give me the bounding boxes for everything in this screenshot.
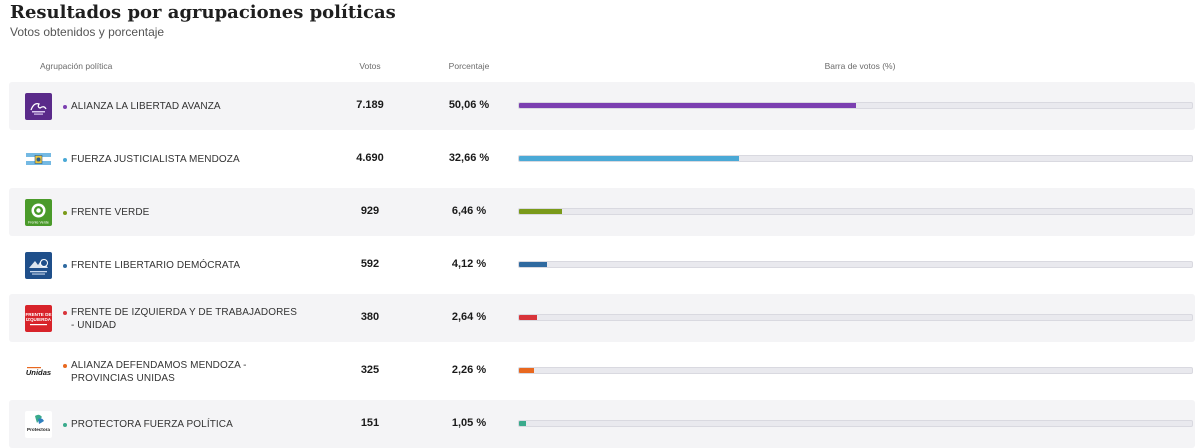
party-color-dot [63, 422, 67, 427]
column-header-percent: Porcentaje [448, 61, 490, 71]
party-name-line: FRENTE VERDE [71, 207, 150, 218]
votes-value: 592 [360, 258, 380, 270]
party-name: FRENTE VERDE [71, 206, 301, 219]
vote-bar-track [518, 367, 1193, 374]
party-color-dot [63, 263, 67, 268]
party-color-dot [63, 210, 67, 215]
chart-subtitle: Votos obtenidos y porcentaje [10, 25, 165, 39]
party-color-dot [63, 363, 67, 368]
libertad-avanza-logo-icon [25, 93, 52, 120]
percent-value: 1,05 % [451, 417, 487, 429]
protectora-logo-icon: Protectora [25, 411, 52, 438]
vote-bar [519, 209, 563, 214]
vote-bar [519, 103, 856, 108]
svg-text:Protectora: Protectora [27, 427, 50, 432]
vote-bar-track [518, 314, 1193, 321]
vote-bar [519, 315, 537, 320]
votes-value: 4.690 [356, 152, 384, 164]
column-header-party: Agrupación política [40, 61, 113, 71]
party-name-line: ALIANZA DEFENDAMOS MENDOZA - [71, 360, 247, 371]
vote-bar [519, 262, 547, 267]
party-name-line: FRENTE DE IZQUIERDA Y DE TRABAJADORES [71, 307, 297, 318]
party-name-line: - UNIDAD [71, 320, 117, 331]
frente-izquierda-logo-icon: FRENTE DE IZQUIERDA [25, 305, 52, 332]
party-name: FRENTE LIBERTARIO DEMÓCRATA [71, 259, 301, 272]
vote-bar-track [518, 420, 1193, 427]
table-row: Unidas ALIANZA DEFENDAMOS MENDOZA - PROVIN… [9, 347, 1195, 395]
votes-value: 325 [360, 364, 380, 376]
vote-bar [519, 421, 527, 426]
vote-bar-track [518, 261, 1193, 268]
percent-value: 32,66 % [448, 152, 490, 164]
votes-value: 929 [360, 205, 380, 217]
svg-text:Frente Verde: Frente Verde [28, 221, 49, 225]
votes-value: 7.189 [356, 99, 384, 111]
party-name: PROTECTORA FUERZA POLÍTICA [71, 418, 301, 431]
provincias-unidas-logo-icon: Unidas [25, 358, 52, 385]
frente-verde-logo-icon: Frente Verde [25, 199, 52, 226]
svg-text:Unidas: Unidas [26, 368, 51, 377]
party-name: ALIANZA DEFENDAMOS MENDOZA - PROVINCIAS U… [71, 359, 301, 385]
frente-libertario-logo-icon [25, 252, 52, 279]
vote-bar-track [518, 155, 1193, 162]
party-name: FUERZA JUSTICIALISTA MENDOZA [71, 153, 301, 166]
percent-value: 2,64 % [451, 311, 487, 323]
fuerza-justicialista-logo-icon [25, 146, 52, 173]
votes-value: 380 [360, 311, 380, 323]
party-name: FRENTE DE IZQUIERDA Y DE TRABAJADORES - U… [71, 306, 301, 332]
party-name-line: ALIANZA LA LIBERTAD AVANZA [71, 101, 221, 112]
svg-text:FRENTE DE: FRENTE DE [25, 312, 51, 317]
party-name-line: PROVINCIAS UNIDAS [71, 373, 175, 384]
party-color-dot [63, 104, 67, 109]
table-header: Agrupación política Votos Porcentaje Bar… [0, 61, 1200, 73]
table-row: Protectora PROTECTORA FUERZA POLÍTICA 151 1… [9, 400, 1195, 448]
percent-value: 50,06 % [448, 99, 490, 111]
svg-text:IZQUIERDA: IZQUIERDA [26, 317, 52, 322]
party-color-dot [63, 310, 67, 315]
column-header-bar: Barra de votos (%) [824, 61, 896, 71]
percent-value: 2,26 % [451, 364, 487, 376]
vote-bar-track [518, 102, 1193, 109]
vote-bar [519, 156, 739, 161]
vote-bar [519, 368, 535, 373]
votes-value: 151 [360, 417, 380, 429]
table-row: Frente Verde FRENTE VERDE 929 6,46 % [9, 188, 1195, 236]
table-row: FUERZA JUSTICIALISTA MENDOZA 4.690 32,66 % [9, 135, 1195, 183]
vote-bar-track [518, 208, 1193, 215]
party-name-line: PROTECTORA FUERZA POLÍTICA [71, 419, 233, 430]
percent-value: 6,46 % [451, 205, 487, 217]
party-color-dot [63, 157, 67, 162]
percent-value: 4,12 % [451, 258, 487, 270]
table-row: FRENTE LIBERTARIO DEMÓCRATA 592 4,12 % [9, 241, 1195, 289]
table-row: FRENTE DE IZQUIERDA FRENTE DE IZQUIERDA Y … [9, 294, 1195, 342]
chart-title: Resultados por agrupaciones políticas [10, 2, 396, 23]
party-name-line: FRENTE LIBERTARIO DEMÓCRATA [71, 260, 241, 271]
table-row: ALIANZA LA LIBERTAD AVANZA 7.189 50,06 % [9, 82, 1195, 130]
column-header-votes: Votos [359, 61, 381, 71]
party-name-line: FUERZA JUSTICIALISTA MENDOZA [71, 154, 240, 165]
party-name: ALIANZA LA LIBERTAD AVANZA [71, 100, 301, 113]
